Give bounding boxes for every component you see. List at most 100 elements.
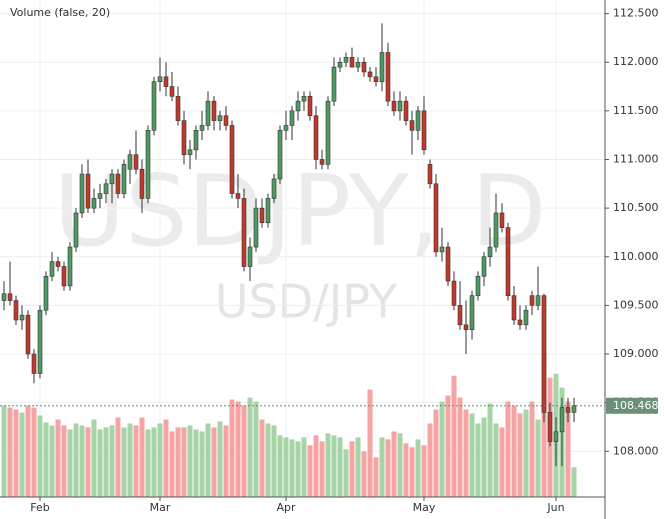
volume-bar	[469, 413, 475, 497]
candle-body	[379, 52, 385, 82]
candle-body	[349, 57, 355, 68]
volume-bar	[433, 409, 439, 497]
x-tick-label: Mar	[150, 501, 171, 514]
candle-body	[301, 95, 307, 102]
candle-body	[409, 120, 415, 131]
y-tick-label: 112.000	[613, 55, 659, 68]
volume-bar	[439, 401, 445, 497]
volume-bar	[421, 445, 427, 497]
volume-bar	[247, 397, 253, 497]
volume-bar	[229, 399, 235, 497]
candle-body	[13, 300, 19, 321]
candle-body	[439, 246, 445, 253]
volume-bar	[373, 457, 379, 497]
volume-bar	[415, 439, 421, 497]
candle-body	[493, 212, 499, 248]
volume-bar	[499, 427, 505, 497]
volume-bar	[355, 437, 361, 497]
volume-bar	[43, 422, 49, 497]
volume-bar	[133, 425, 139, 497]
axes: 108.000108.500109.000109.500110.000110.5…	[0, 7, 659, 514]
candle-body	[175, 95, 181, 121]
watermark: USDJPY, D	[54, 155, 547, 269]
y-tick-label: 109.000	[613, 347, 659, 360]
volume-bar	[487, 403, 493, 497]
candle-body	[43, 275, 49, 311]
volume-bar	[301, 437, 307, 497]
candle-body	[193, 130, 199, 151]
volume-bar	[571, 467, 577, 497]
candle-body	[169, 86, 175, 97]
candle-body	[565, 407, 571, 413]
last-price-label: 108.468	[613, 399, 659, 412]
candle-body	[427, 164, 433, 185]
volume-bar	[349, 441, 355, 497]
candle-body	[109, 173, 115, 185]
candle-body	[523, 309, 529, 326]
candle-body	[421, 110, 427, 151]
volume-bar	[283, 437, 289, 497]
candle-body	[199, 125, 205, 131]
volume-bar	[157, 423, 163, 497]
candle-body	[151, 81, 157, 131]
volume-bar	[265, 423, 271, 497]
candle-body	[181, 120, 187, 155]
candle-body	[91, 198, 97, 209]
volume-bar	[337, 437, 343, 497]
volume-bar	[223, 425, 229, 497]
candle-body	[535, 295, 541, 306]
y-tick-label: 109.500	[613, 298, 659, 311]
volume-bar	[97, 429, 103, 497]
candle-body	[247, 246, 253, 267]
volume-bar	[163, 419, 169, 497]
volume-bar	[331, 435, 337, 497]
volume-bar	[241, 405, 247, 497]
volume-bar	[295, 441, 301, 497]
candle-body	[361, 61, 367, 73]
candle-body	[217, 115, 223, 121]
candle-body	[373, 76, 379, 82]
volume-bar	[151, 427, 157, 497]
candle-body	[403, 100, 409, 121]
candle-body	[139, 168, 145, 199]
volume-bar	[253, 401, 259, 497]
volume-bar	[541, 352, 547, 497]
candle-body	[205, 100, 211, 126]
volume-bar	[523, 409, 529, 497]
volume-bar	[277, 435, 283, 497]
y-tick-label: 108.000	[613, 444, 659, 457]
volume-bar	[67, 429, 73, 497]
volume-bar	[55, 419, 61, 497]
volume-bars	[1, 352, 577, 497]
volume-bar	[181, 427, 187, 497]
volume-bar	[451, 375, 457, 497]
last-price-box	[606, 397, 658, 414]
volume-bar	[7, 407, 13, 497]
volume-bar	[397, 433, 403, 497]
candle-body	[517, 319, 523, 326]
volume-bar	[13, 409, 19, 497]
candle-body	[211, 100, 217, 121]
candle-body	[121, 164, 127, 194]
volume-bar	[235, 401, 241, 497]
candle-body	[487, 246, 493, 258]
candle-body	[85, 173, 91, 209]
candle-body	[319, 159, 325, 165]
candle-body	[1, 293, 7, 301]
y-tick-label: 110.000	[613, 250, 659, 263]
volume-bar	[169, 431, 175, 497]
candle-body	[571, 405, 577, 413]
x-tick-label: Apr	[276, 501, 296, 514]
candle-body	[277, 130, 283, 180]
volume-bar	[139, 417, 145, 497]
candles	[1, 23, 577, 466]
volume-bar	[457, 397, 463, 497]
volume-bar	[91, 419, 97, 497]
candle-body	[337, 61, 343, 68]
volume-bar	[517, 413, 523, 497]
candle-body	[307, 95, 313, 117]
candle-body	[451, 280, 457, 306]
candle-body	[457, 305, 463, 326]
candle-body	[49, 261, 55, 277]
volume-bar	[109, 425, 115, 497]
